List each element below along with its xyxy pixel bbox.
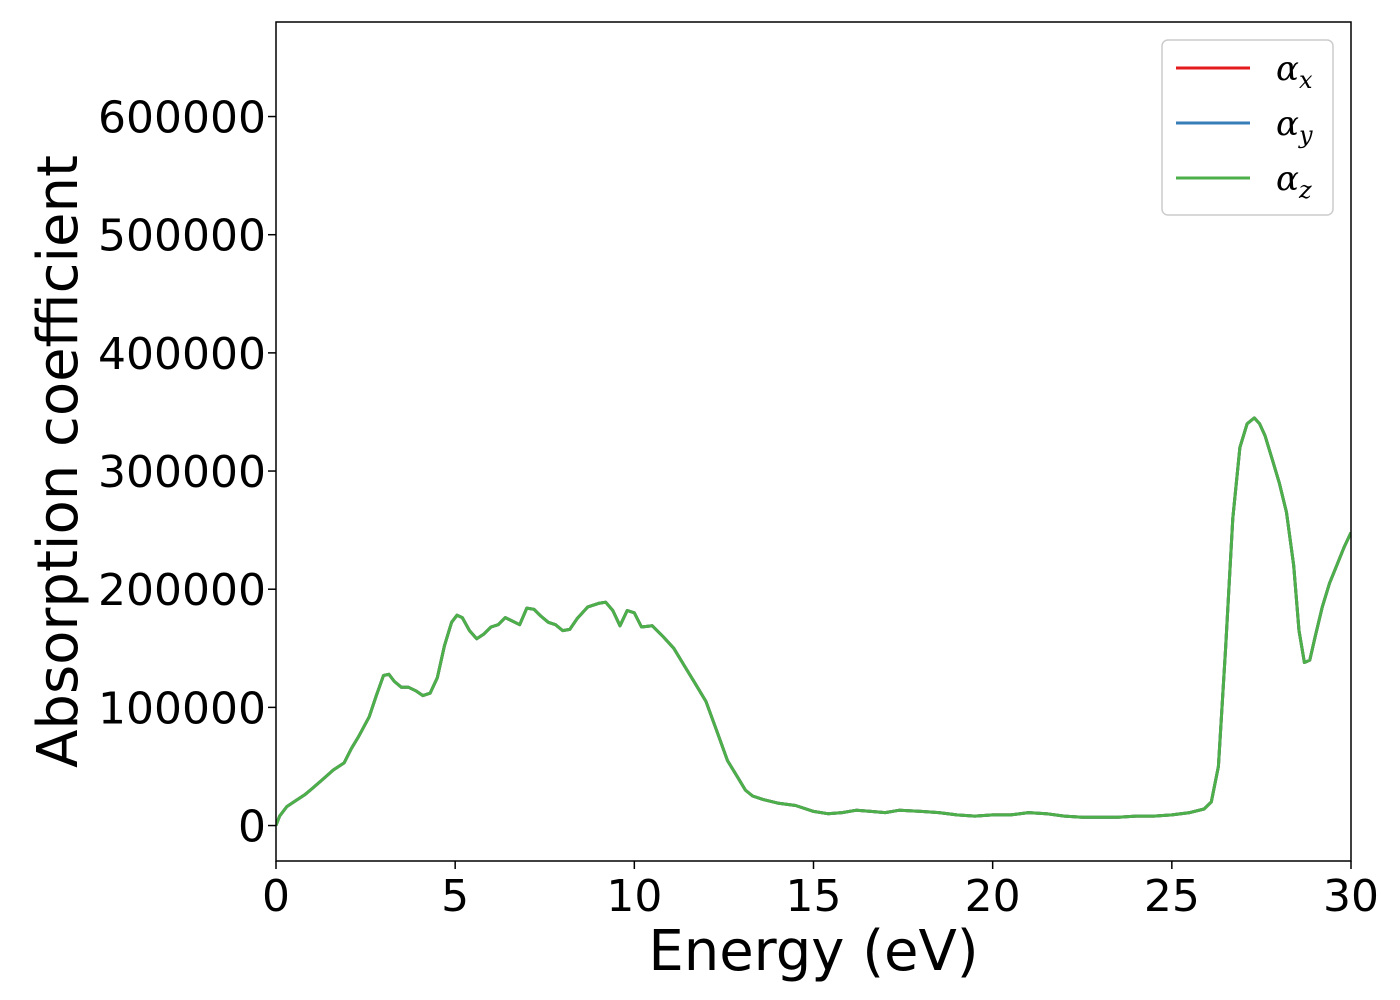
y-axis-label: Absorption coefficient bbox=[26, 155, 91, 768]
legend-label-z: αz bbox=[1276, 159, 1312, 204]
x-tick-label: 5 bbox=[441, 871, 469, 922]
x-axis-ticks: 0 5 10 15 20 25 30 bbox=[262, 861, 1379, 922]
legend: αx αy αz bbox=[1161, 39, 1334, 216]
x-axis-label: Energy (eV) bbox=[648, 919, 978, 984]
series-line-x bbox=[276, 416, 1351, 827]
x-tick-label: 0 bbox=[262, 871, 290, 922]
legend-label-y: αy bbox=[1276, 104, 1313, 149]
y-tick-label: 300000 bbox=[98, 447, 266, 498]
series-layer bbox=[276, 416, 1351, 827]
y-tick-label: 600000 bbox=[98, 93, 266, 144]
x-tick-label: 20 bbox=[965, 871, 1021, 922]
x-tick-label: 10 bbox=[606, 871, 662, 922]
y-tick-label: 500000 bbox=[98, 211, 266, 262]
legend-label-x: αx bbox=[1276, 49, 1313, 94]
y-tick-label: 100000 bbox=[98, 683, 266, 734]
series-line-z bbox=[276, 416, 1351, 827]
y-axis-ticks: 0 100000 200000 300000 400000 500000 600000 bbox=[98, 93, 276, 853]
x-tick-label: 30 bbox=[1323, 871, 1379, 922]
x-tick-label: 15 bbox=[786, 871, 842, 922]
x-tick-label: 25 bbox=[1144, 871, 1200, 922]
legend-box bbox=[1161, 39, 1334, 216]
y-tick-label: 0 bbox=[238, 802, 266, 853]
y-tick-label: 200000 bbox=[98, 565, 266, 616]
series-line-y bbox=[276, 416, 1351, 827]
y-tick-label: 400000 bbox=[98, 329, 266, 380]
